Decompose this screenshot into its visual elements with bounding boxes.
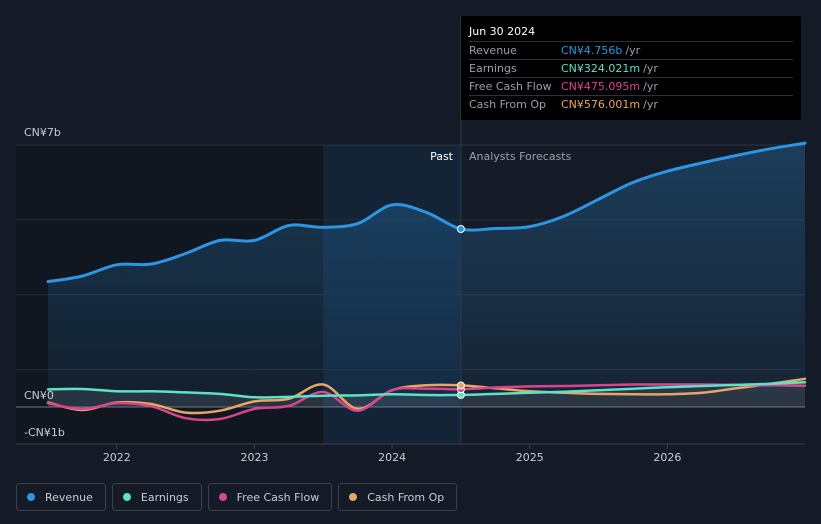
- tooltip-unit: /yr: [625, 44, 641, 57]
- y-label-top: CN¥7b: [24, 126, 61, 139]
- tooltip-row-cash-from-op: Cash From Op CN¥576.001m /yr: [469, 95, 793, 113]
- tooltip-row-revenue: Revenue CN¥4.756b /yr: [469, 41, 793, 59]
- tooltip-row-free-cash-flow: Free Cash Flow CN¥475.095m /yr: [469, 77, 793, 95]
- tooltip-label: Cash From Op: [469, 98, 547, 111]
- legend-label: Free Cash Flow: [236, 490, 320, 504]
- legend-dot-icon: [122, 493, 131, 501]
- legend-dot-icon: [27, 493, 35, 501]
- y-label-zero: CN¥0: [24, 389, 54, 402]
- legend-item-cash-from-op[interactable]: Cash From Op: [338, 483, 458, 511]
- tooltip: Jun 30 2024 Revenue CN¥4.756b /yr Earnin…: [461, 16, 801, 120]
- x-ticks: 2022 2023 2024 2025 2026: [103, 444, 681, 464]
- series-line-earnings: [46, 381, 807, 399]
- tooltip-value: CN¥4.756b: [561, 44, 623, 57]
- legend-dot-icon: [218, 493, 227, 501]
- marker-cash-from-op: [456, 381, 465, 390]
- markers: [456, 224, 465, 399]
- legend-label: Earnings: [140, 490, 189, 504]
- forecast-label: Analysts Forecasts: [469, 150, 572, 163]
- tooltip-label: Earnings: [469, 62, 517, 75]
- x-tick-label: 2024: [378, 451, 406, 464]
- legend-dot-icon: [349, 493, 358, 501]
- legend-item-free-cash-flow[interactable]: Free Cash Flow: [207, 483, 333, 511]
- legend-label: Cash From Op: [367, 490, 445, 504]
- x-tick-label: 2025: [516, 451, 544, 464]
- legend-item-revenue[interactable]: Revenue: [16, 483, 106, 511]
- series-line-cash-from-op: [46, 377, 807, 415]
- tooltip-label: Revenue: [469, 44, 517, 57]
- legend-label: Revenue: [45, 490, 93, 504]
- revenue-area: [48, 143, 805, 407]
- legend-item-earnings[interactable]: Earnings: [111, 483, 202, 511]
- series-lines: [46, 141, 807, 422]
- x-tick-label: 2026: [653, 451, 681, 464]
- tooltip-value: CN¥324.021m: [561, 62, 641, 75]
- tooltip-unit: /yr: [643, 62, 658, 75]
- marker-revenue: [456, 224, 465, 233]
- series-line-free-cash-flow: [46, 383, 807, 422]
- tooltip-date: Jun 30 2024: [469, 25, 536, 38]
- past-label: Past: [430, 150, 454, 163]
- small-series-area: [48, 382, 805, 407]
- tooltip-unit: /yr: [643, 98, 658, 111]
- y-label-bottom: -CN¥1b: [24, 426, 65, 439]
- tooltip-value: CN¥475.095m: [561, 80, 641, 93]
- x-tick-label: 2022: [103, 451, 131, 464]
- tooltip-label: Free Cash Flow: [469, 80, 552, 93]
- series-line-revenue: [46, 141, 807, 284]
- tooltip-unit: /yr: [643, 80, 658, 93]
- legend: Revenue Earnings Free Cash Flow Cash Fro…: [16, 483, 458, 511]
- tooltip-value: CN¥576.001m: [561, 98, 641, 111]
- tooltip-row-earnings: Earnings CN¥324.021m /yr: [469, 59, 793, 77]
- x-tick-label: 2023: [240, 451, 268, 464]
